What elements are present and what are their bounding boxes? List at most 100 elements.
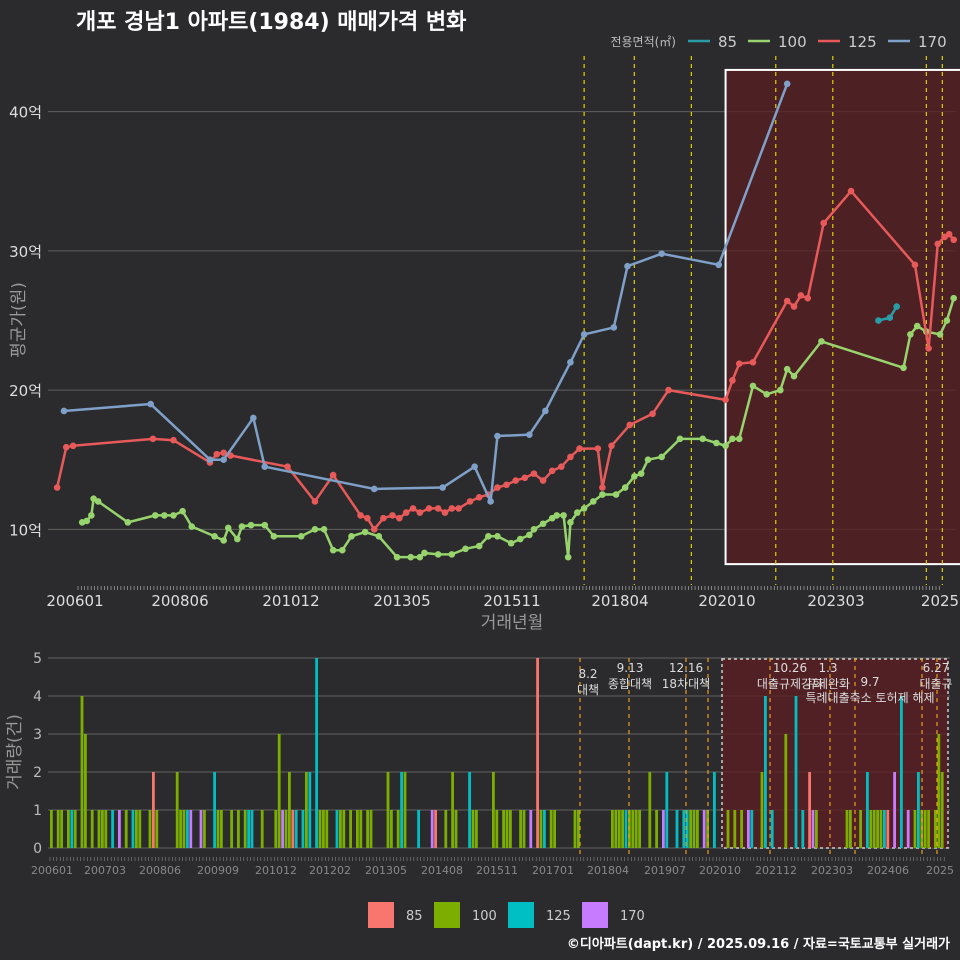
data-point-125 — [735, 360, 743, 367]
annotation-text: 종합대책 — [608, 676, 652, 691]
bar-legend-label-85: 85 — [406, 909, 423, 924]
volume-bar — [726, 810, 730, 848]
volume-bar — [274, 810, 278, 848]
volume-bar — [696, 810, 699, 848]
data-point-125 — [329, 471, 337, 479]
bar-x-tick-label: 202303 — [811, 864, 853, 877]
data-point-100 — [631, 473, 638, 480]
volume-bar — [913, 810, 917, 848]
volume-bar — [318, 810, 322, 848]
series-line-170 — [63, 83, 789, 503]
volume-bar — [519, 810, 522, 848]
data-point-85 — [893, 303, 900, 310]
bar-x-tick-label: 2025 — [926, 864, 954, 877]
bar-y-tick-label: 4 — [33, 689, 42, 705]
volume-bar — [216, 810, 220, 848]
volume-bar — [794, 696, 798, 848]
volume-bar — [349, 810, 352, 848]
volume-bar — [148, 810, 152, 848]
volume-bar — [689, 810, 692, 848]
data-point-125 — [425, 505, 433, 512]
volume-bar — [655, 810, 658, 848]
data-point-125 — [466, 498, 474, 505]
data-point-100 — [777, 386, 784, 394]
bar-x-tick-label: 201511 — [476, 864, 518, 877]
volume-bar — [624, 810, 628, 848]
data-point-100 — [261, 521, 269, 529]
volume-bar — [713, 772, 716, 848]
volume-bar — [917, 772, 920, 848]
data-point-170 — [610, 324, 618, 331]
volume-bar — [906, 810, 910, 848]
legend-label-100: 100 — [778, 33, 807, 51]
annotation-text: 대책 — [577, 682, 599, 697]
bar-x-tick-label: 200601 — [31, 864, 73, 877]
data-point-125 — [749, 358, 757, 366]
data-point-125 — [389, 512, 396, 519]
bar-highlight-region — [721, 658, 949, 849]
data-point-125 — [311, 498, 319, 505]
data-point-100 — [247, 521, 255, 529]
data-point-170 — [580, 331, 588, 338]
volume-bar — [213, 772, 216, 848]
volume-bar — [522, 810, 526, 848]
volume-bar — [386, 772, 390, 848]
volume-bar — [80, 696, 84, 848]
bar-legend-swatch-170 — [582, 902, 608, 928]
volume-bar — [118, 810, 121, 848]
data-point-100 — [311, 526, 319, 533]
data-point-100 — [722, 442, 729, 450]
volume-bar — [230, 810, 233, 848]
data-point-125 — [503, 481, 510, 489]
volume-bar — [492, 772, 495, 848]
data-point-125 — [804, 294, 812, 302]
volume-bar — [505, 810, 509, 848]
bar-legend-label-125: 125 — [546, 909, 571, 924]
volume-bar — [305, 772, 308, 848]
annotation-date: 1.3 — [818, 661, 837, 675]
volume-bar — [301, 810, 305, 848]
volume-bar — [356, 810, 359, 848]
volume-bar — [648, 772, 652, 848]
data-point-100 — [83, 517, 91, 525]
data-point-125 — [521, 474, 529, 482]
volume-bar — [50, 810, 53, 848]
volume-bar — [104, 810, 108, 848]
legend-label-85: 85 — [718, 33, 737, 51]
volume-bar — [111, 810, 114, 848]
volume-bar — [682, 810, 686, 848]
data-point-170 — [783, 80, 791, 88]
volume-bar — [631, 810, 635, 848]
data-point-125 — [220, 449, 227, 457]
data-point-100 — [475, 542, 483, 550]
volume-bar — [845, 810, 849, 848]
volume-bar — [101, 810, 104, 848]
data-point-125 — [626, 421, 634, 429]
volume-bar — [179, 810, 182, 848]
data-point-170 — [526, 431, 533, 438]
volume-bar — [315, 658, 318, 848]
annotation-date: 6.27 — [923, 661, 950, 675]
series-line-100 — [81, 297, 955, 559]
annotation-date: 9.7 — [860, 675, 879, 689]
volume-bar — [577, 810, 580, 848]
volume-bar — [454, 810, 458, 848]
bar-y-tick-label: 5 — [33, 651, 42, 667]
data-point-100 — [516, 535, 524, 543]
data-point-125 — [455, 505, 462, 512]
annotation-date: 8.2 — [578, 667, 597, 681]
data-point-100 — [713, 439, 720, 447]
volume-bar — [284, 810, 288, 848]
volume-bar — [250, 810, 254, 848]
bar-legend-label-100: 100 — [472, 909, 497, 924]
data-point-170 — [439, 484, 446, 491]
annotation-text: 대출규제강화 — [757, 677, 823, 691]
data-point-100 — [553, 512, 561, 519]
volume-bar — [60, 810, 63, 848]
volume-bar — [186, 810, 189, 848]
volume-bar — [866, 772, 869, 848]
data-point-100 — [644, 456, 652, 464]
volume-bar — [692, 810, 696, 848]
data-point-170 — [250, 414, 257, 422]
data-point-125 — [558, 463, 565, 470]
